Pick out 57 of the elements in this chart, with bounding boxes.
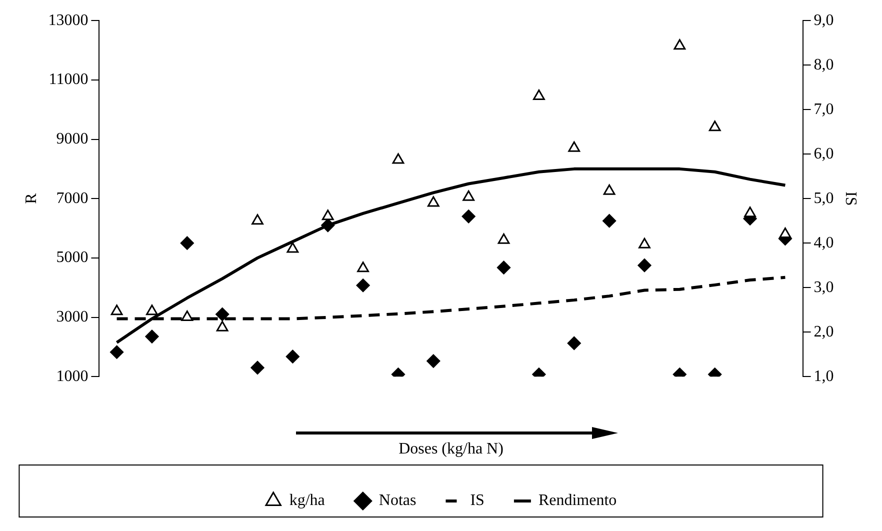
point: [426, 354, 440, 368]
point: [180, 236, 194, 250]
point: [252, 214, 264, 225]
point: [392, 153, 404, 164]
point: [216, 308, 230, 322]
x-axis-title: Doses (kg/ha N): [398, 440, 504, 458]
legend-label: Notas: [378, 492, 416, 510]
point: [110, 304, 123, 316]
point: [498, 233, 510, 244]
point: [602, 214, 616, 228]
y-tick-label: 1000: [56, 368, 88, 385]
point: [286, 350, 300, 364]
point: [181, 310, 194, 322]
y2-tick-label: 1,0: [814, 368, 834, 385]
y-axis-title: R: [22, 192, 40, 204]
y-tick-label: 13000: [48, 12, 88, 29]
point: [567, 336, 581, 350]
legend-label: kg/ha: [289, 492, 325, 510]
point: [322, 210, 334, 220]
point: [110, 345, 124, 359]
point: [462, 190, 475, 201]
point: [356, 278, 370, 292]
point: [146, 304, 158, 316]
y-tick-label: 7000: [56, 190, 88, 207]
y-tick-label: 11000: [48, 71, 88, 88]
point: [568, 141, 580, 152]
point: [674, 39, 686, 50]
y2-tick-label: 5,0: [814, 190, 834, 207]
y-tick-label: 9000: [56, 130, 88, 148]
y2-tick-label: 9,0: [814, 12, 834, 29]
point: [357, 262, 369, 272]
point: [744, 206, 756, 218]
point: [462, 210, 476, 224]
point: [286, 242, 299, 253]
y-tick-label: 5000: [56, 249, 88, 266]
point: [250, 360, 264, 374]
point: [427, 196, 440, 207]
y-tick-label: 3000: [56, 308, 88, 326]
legend-label: IS: [470, 492, 484, 510]
point: [708, 120, 721, 132]
y2-tick-label: 3,0: [814, 278, 834, 296]
y2-tick-label: 8,0: [814, 56, 834, 74]
point: [321, 218, 335, 232]
point: [638, 258, 652, 272]
point: [497, 260, 511, 274]
point: [145, 330, 159, 344]
legend-label: Rendimento: [538, 492, 617, 510]
point: [779, 227, 792, 238]
y2-tick-label: 7,0: [814, 100, 834, 118]
y2-tick-label: 2,0: [814, 323, 834, 340]
point: [216, 320, 228, 332]
point: [533, 90, 545, 100]
point: [603, 184, 616, 195]
y2-tick-label: 4,0: [814, 234, 834, 252]
y2-axis-title: IS: [842, 191, 860, 206]
y2-tick-label: 6,0: [814, 145, 834, 162]
point: [638, 238, 650, 248]
